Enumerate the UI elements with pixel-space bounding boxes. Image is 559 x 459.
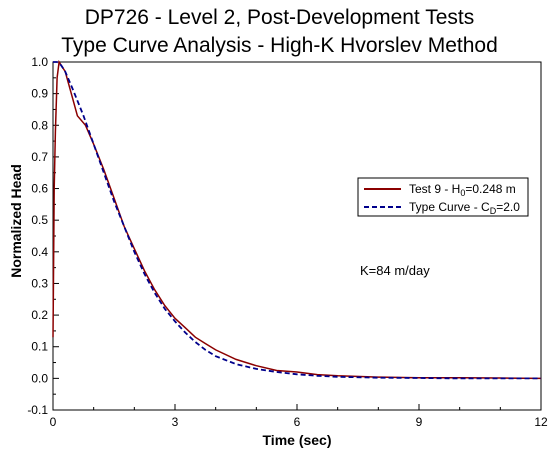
x-tick-label: 3	[172, 415, 179, 429]
legend-box	[357, 177, 529, 217]
y-tick-label: 0.0	[31, 371, 48, 385]
y-tick-label: 1.0	[31, 55, 48, 69]
ticks-layer: 0 3 6 9 12 -0.1 0.0 0.1 0.2 0.3 0.4 0.5 0.6 0.7 0.8 0.9…	[27, 55, 548, 429]
y-tick-label: 0.5	[31, 213, 48, 227]
chart-title: DP726 - Level 2, Post-Development Tests	[84, 6, 475, 29]
y-tick-label: 0.7	[31, 150, 48, 164]
y-tick-label: 0.8	[31, 118, 48, 132]
y-tick-label: 0.9	[31, 87, 48, 101]
plot-frame	[52, 61, 542, 411]
y-tick-label: 0.4	[31, 245, 48, 259]
legend: Test 9 - H0=0.248 m Type Curve - CD=2.0	[357, 177, 529, 217]
x-tick-label: 0	[50, 415, 57, 429]
y-tick-label: 0.1	[31, 340, 48, 354]
axes-layer	[52, 61, 542, 411]
y-axis-title: Normalized Head	[8, 164, 24, 278]
y-tick-label: 0.6	[31, 182, 48, 196]
legend-label-type-curve: Type Curve - CD=2.0	[409, 200, 520, 216]
y-tick-label: -0.1	[27, 403, 48, 417]
chart-subtitle: Type Curve Analysis - High-K Hvorslev Me…	[61, 34, 498, 57]
k-value-annotation: K=84 m/day	[360, 263, 430, 278]
x-tick-label: 9	[416, 415, 423, 429]
series-line-type-curve	[53, 61, 541, 380]
series-layer	[52, 59, 542, 380]
y-tick-label: 0.2	[31, 308, 48, 322]
x-axis-title: Time (sec)	[263, 432, 332, 448]
legend-label-test: Test 9 - H0=0.248 m	[409, 182, 516, 198]
series-line-test	[52, 59, 542, 380]
y-tick-label: 0.3	[31, 276, 48, 290]
x-tick-label: 6	[294, 415, 301, 429]
x-tick-label: 12	[534, 415, 548, 429]
